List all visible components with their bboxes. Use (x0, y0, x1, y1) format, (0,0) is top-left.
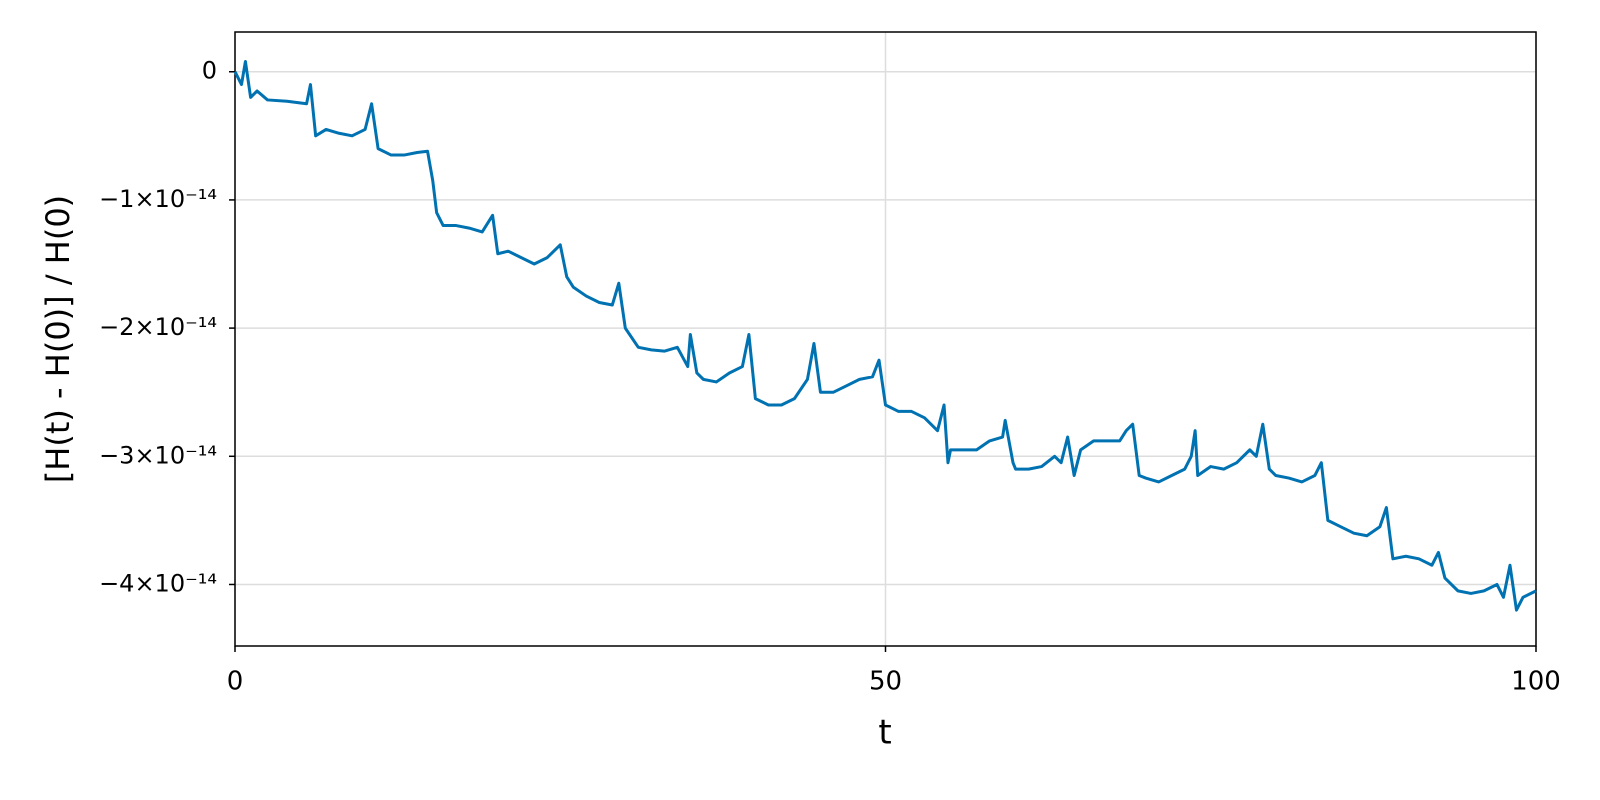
y-tick-label: 0 (202, 57, 217, 85)
x-tick-label: 100 (1511, 667, 1561, 697)
y-tick-label: −1×10⁻¹⁴ (99, 185, 217, 213)
y-tick-label: −2×10⁻¹⁴ (99, 313, 217, 341)
y-axis-label: [H(t) - H(0)] / H(0) (39, 195, 77, 483)
x-tick-label: 50 (869, 667, 902, 697)
y-tick-label: −4×10⁻¹⁴ (99, 569, 217, 597)
data-line (233, 59, 1537, 612)
x-axis-label: t (878, 713, 891, 753)
plot-frame (234, 31, 1537, 647)
y-tick-label: −3×10⁻¹⁴ (99, 441, 217, 469)
x-tick-label: 0 (227, 667, 244, 697)
